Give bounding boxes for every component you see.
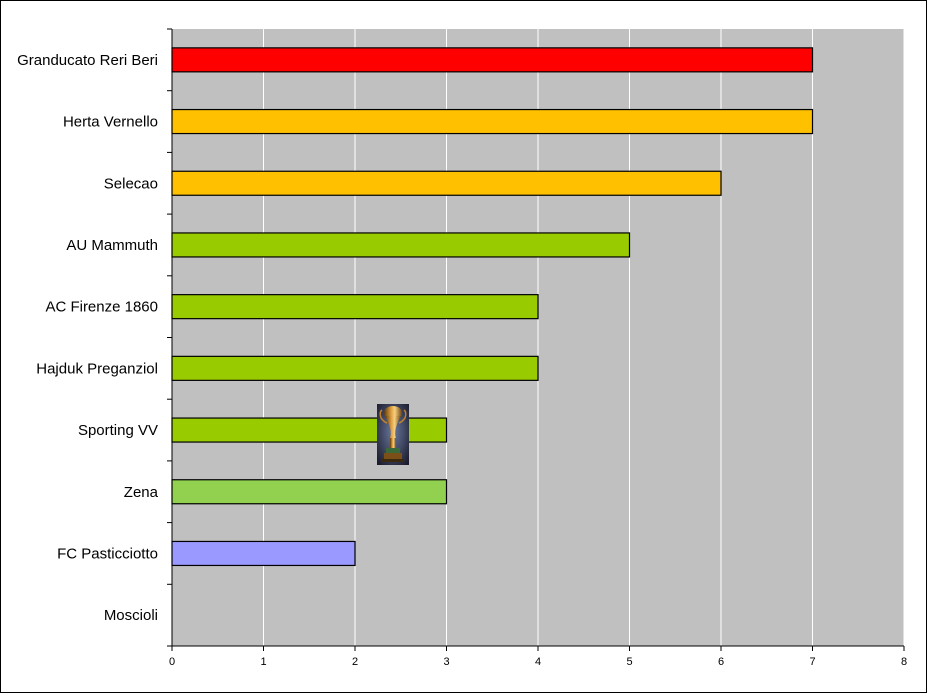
bar: [171, 479, 448, 505]
bar: [171, 170, 722, 196]
category-label: AU Mammuth: [66, 237, 158, 254]
category-label: Zena: [124, 484, 159, 501]
x-tick-label: 0: [169, 656, 175, 668]
x-tick-label: 4: [535, 656, 541, 668]
bar: [171, 355, 539, 381]
x-tick-label: 5: [626, 656, 632, 668]
category-label: FC Pasticciotto: [57, 545, 158, 562]
x-tick-label: 1: [260, 656, 266, 668]
bar: [171, 232, 631, 258]
bar: [171, 108, 814, 135]
bar: [171, 294, 539, 320]
bar: [171, 540, 356, 567]
category-label: Hajduk Preganziol: [36, 360, 158, 377]
x-tick-label: 2: [352, 656, 358, 668]
category-label: Sporting VV: [78, 422, 158, 439]
x-tick-label: 8: [901, 656, 907, 668]
category-label: Herta Vernello: [63, 114, 158, 131]
x-tick-label: 3: [443, 656, 449, 668]
x-tick-label: 7: [809, 656, 815, 668]
category-label: AC Firenze 1860: [45, 299, 158, 316]
category-label: Granducato Reri Beri: [17, 52, 158, 69]
category-label: Selecao: [104, 175, 158, 192]
trophy-icon: [377, 404, 409, 465]
bar: [171, 47, 814, 73]
x-tick-label: 6: [718, 656, 724, 668]
category-label: Moscioli: [104, 607, 158, 624]
